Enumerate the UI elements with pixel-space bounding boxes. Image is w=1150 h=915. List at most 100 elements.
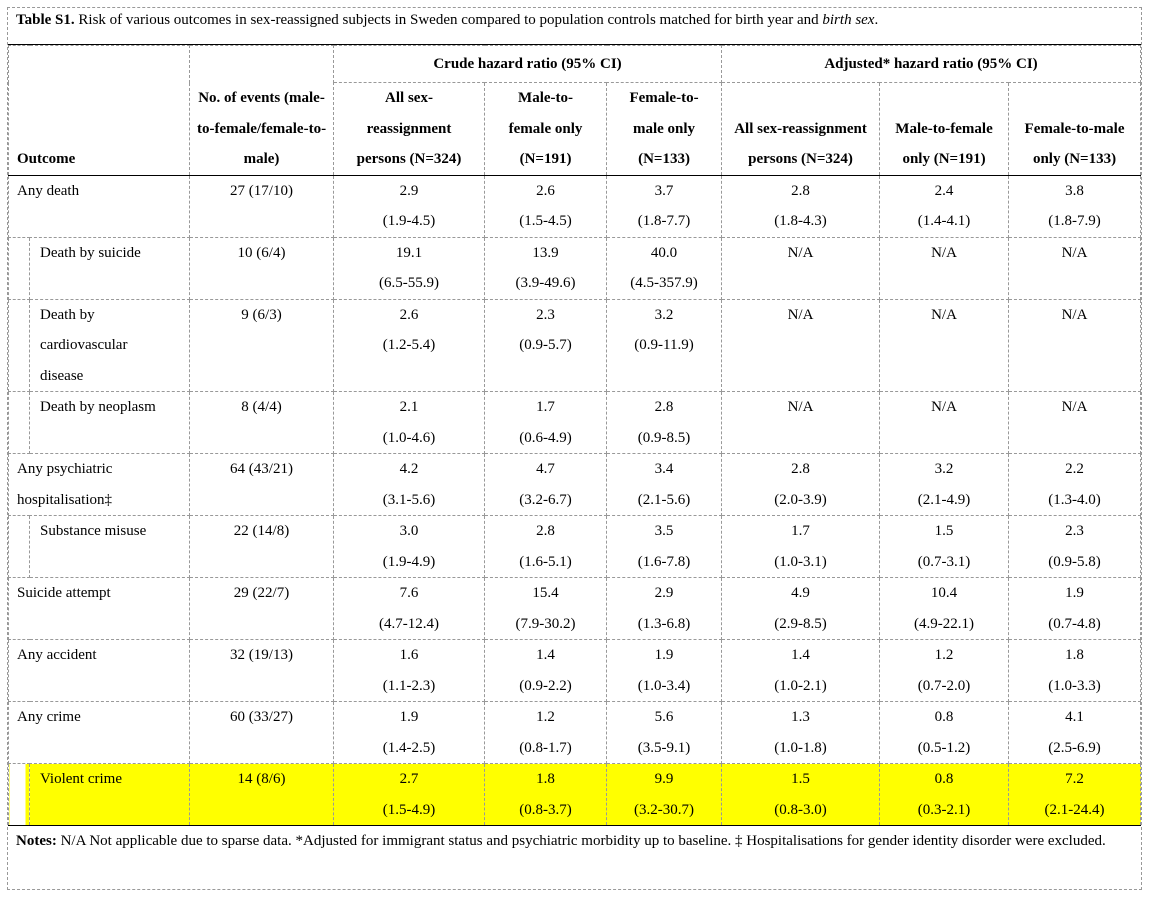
hazard-ratio-cell: 2.8 (2.0-3.9)	[721, 453, 881, 516]
ci-value: (1.4-2.5)	[382, 739, 436, 756]
ci-value: (2.9-8.5)	[774, 615, 827, 632]
hazard-ratio-cell: 4.7 (3.2-6.7)	[484, 453, 608, 516]
header-outcome: Outcome	[7, 45, 191, 176]
hazard-ratio-cell: 2.9 (1.3-6.8)	[606, 577, 723, 640]
hazard-ratio-cell: 15.4 (7.9-30.2)	[484, 577, 608, 640]
table-row: Suicide attempt 29 (22/7) 7.6 (4.7-12.4) 15.…	[7, 577, 1141, 640]
hazard-ratio-cell: N/A	[721, 236, 881, 300]
hazard-ratio-cell: 7.2 (2.1-24.4)	[1008, 763, 1141, 826]
hr-value: 1.4	[536, 647, 555, 663]
ci-value: (3.9-49.6)	[515, 275, 576, 291]
ci-value: (0.9-11.9)	[634, 337, 694, 353]
hazard-ratio-cell: 2.3 (0.9-5.7)	[484, 298, 608, 392]
hr-value: 15.4	[532, 585, 559, 601]
table-row: Any crime 60 (33/27) 1.9 (1.4-2.5) 1.2 (0.8-1…	[7, 701, 1141, 764]
ci-value: (0.8-1.7)	[519, 739, 572, 756]
hr-value: N/A	[1061, 306, 1088, 323]
ci-value: (1.1-2.3)	[382, 677, 436, 694]
hr-value: 2.6	[536, 182, 555, 199]
hr-value: 1.2	[536, 709, 555, 725]
hr-value: 0.8	[934, 771, 954, 787]
hazard-ratio-cell: 1.9 (0.7-4.8)	[1008, 577, 1141, 640]
table-row: Death by suicide 10 (6/4) 19.1 (6.5-55.9) 13…	[8, 236, 1141, 300]
hazard-ratio-cell: 1.5 (0.7-3.1)	[879, 515, 1010, 578]
outcome-cell: Suicide attempt	[7, 577, 191, 640]
header-subcol: Male-to-female only (N=191)	[879, 82, 1010, 176]
hazard-ratio-cell: N/A	[721, 391, 881, 454]
hr-value: N/A	[931, 399, 957, 415]
hazard-ratio-cell: 3.4 (2.1-5.6)	[606, 453, 723, 516]
hr-value: 2.6	[399, 306, 419, 323]
hr-value: 1.5	[791, 771, 810, 787]
hr-value: 2.9	[399, 182, 419, 199]
hr-value: 2.8	[791, 461, 810, 477]
ci-value: (3.2-30.7)	[634, 801, 695, 818]
ci-value: (1.3-6.8)	[637, 615, 691, 632]
hazard-ratio-cell: 3.2 (2.1-4.9)	[879, 453, 1010, 516]
hr-value: 2.8	[654, 399, 674, 415]
ci-value: (1.3-4.0)	[1048, 491, 1101, 508]
hazard-ratio-cell: 2.3 (0.9-5.8)	[1008, 515, 1141, 578]
hr-value: 3.4	[654, 461, 674, 477]
outcome-cell: Any accident	[7, 639, 191, 702]
hr-value: 2.3	[1065, 523, 1084, 539]
hr-value: 3.5	[654, 523, 674, 539]
ci-value: (0.9-8.5)	[637, 429, 691, 446]
table-row: Any death 27 (17/10) 2.9 (1.9-4.5) 2.6 (1.5-4…	[7, 174, 1141, 238]
hazard-ratio-cell: 4.1 (2.5-6.9)	[1008, 701, 1141, 764]
header-subcol: Female-to-male only (N=133)	[606, 82, 723, 176]
outcome-cell: Death by cardiovascular disease	[28, 298, 191, 392]
ci-value: (3.2-6.7)	[519, 491, 572, 508]
ci-value: (2.1-24.4)	[1044, 801, 1105, 818]
hr-value: 19.1	[395, 244, 423, 261]
hazard-ratio-cell: 2.2 (1.3-4.0)	[1008, 453, 1141, 516]
ci-value: (1.0-2.1)	[774, 677, 827, 694]
notes-text: N/A Not applicable due to sparse data. *…	[56, 833, 1106, 849]
header-subcol: All sex-reassignment persons (N=324)	[721, 82, 881, 176]
ci-value: (1.0-3.1)	[774, 553, 827, 570]
hazard-ratio-cell: 3.8 (1.8-7.9)	[1008, 174, 1141, 238]
ci-value: (0.7-2.0)	[917, 677, 971, 694]
ci-value: (1.8-7.9)	[1048, 213, 1101, 229]
hr-value: 2.8	[536, 523, 555, 539]
caption-text: Risk of various outcomes in sex-reassign…	[74, 12, 823, 28]
ci-value: (0.5-1.2)	[917, 739, 971, 756]
hazard-ratio-cell: 1.7 (1.0-3.1)	[721, 515, 881, 578]
hazard-ratio-cell: 1.3 (1.0-1.8)	[721, 701, 881, 764]
ci-value: (0.3-2.1)	[917, 801, 971, 818]
hazard-ratio-cell: 3.5 (1.6-7.8)	[606, 515, 723, 578]
hazard-ratio-cell: 1.2 (0.8-1.7)	[484, 701, 608, 764]
hazard-ratio-cell: 1.7 (0.6-4.9)	[484, 391, 608, 454]
hr-value: N/A	[787, 306, 814, 323]
hazard-ratio-cell: 19.1 (6.5-55.9)	[333, 236, 486, 300]
events-cell: 9 (6/3)	[189, 298, 335, 392]
hr-value: 1.8	[536, 771, 555, 787]
hr-value: N/A	[787, 399, 814, 415]
events-cell: 10 (6/4)	[189, 236, 335, 300]
ci-value: (2.1-4.9)	[917, 491, 971, 508]
hazard-ratio-cell: 2.8 (0.9-8.5)	[606, 391, 723, 454]
hazard-ratio-cell: 1.2 (0.7-2.0)	[879, 639, 1010, 702]
hr-value: 1.9	[654, 647, 674, 663]
ci-value: (2.0-3.9)	[774, 491, 827, 508]
ci-value: (1.5-4.9)	[382, 801, 436, 818]
ci-value: (6.5-55.9)	[379, 275, 440, 291]
events-cell: 27 (17/10)	[189, 174, 335, 238]
hazard-ratio-cell: 3.0 (1.9-4.9)	[333, 515, 486, 578]
header-subcol: Female-to-male only (N=133)	[1008, 82, 1141, 176]
hr-value: 1.4	[791, 647, 810, 663]
table-row: Substance misuse 22 (14/8) 3.0 (1.9-4.9) 2.8…	[8, 515, 1141, 578]
header-subcol: All sex-reassignment persons (N=324)	[333, 82, 486, 176]
table-caption: Table S1. Risk of various outcomes in se…	[8, 8, 1141, 45]
hazard-ratio-cell: 0.8 (0.3-2.1)	[879, 763, 1010, 826]
hr-value: 13.9	[532, 244, 559, 261]
ci-value: (0.9-5.8)	[1048, 553, 1101, 570]
ci-value: (1.0-3.4)	[637, 677, 691, 694]
hr-value: 3.8	[1065, 182, 1084, 199]
hr-value: 5.6	[654, 709, 674, 725]
events-cell: 32 (19/13)	[189, 639, 335, 702]
outcome-cell: Death by suicide	[28, 236, 191, 300]
hazard-ratio-cell: 4.2 (3.1-5.6)	[333, 453, 486, 516]
hr-value: 4.1	[1065, 709, 1084, 725]
hazard-ratio-cell: 1.4 (0.9-2.2)	[484, 639, 608, 702]
